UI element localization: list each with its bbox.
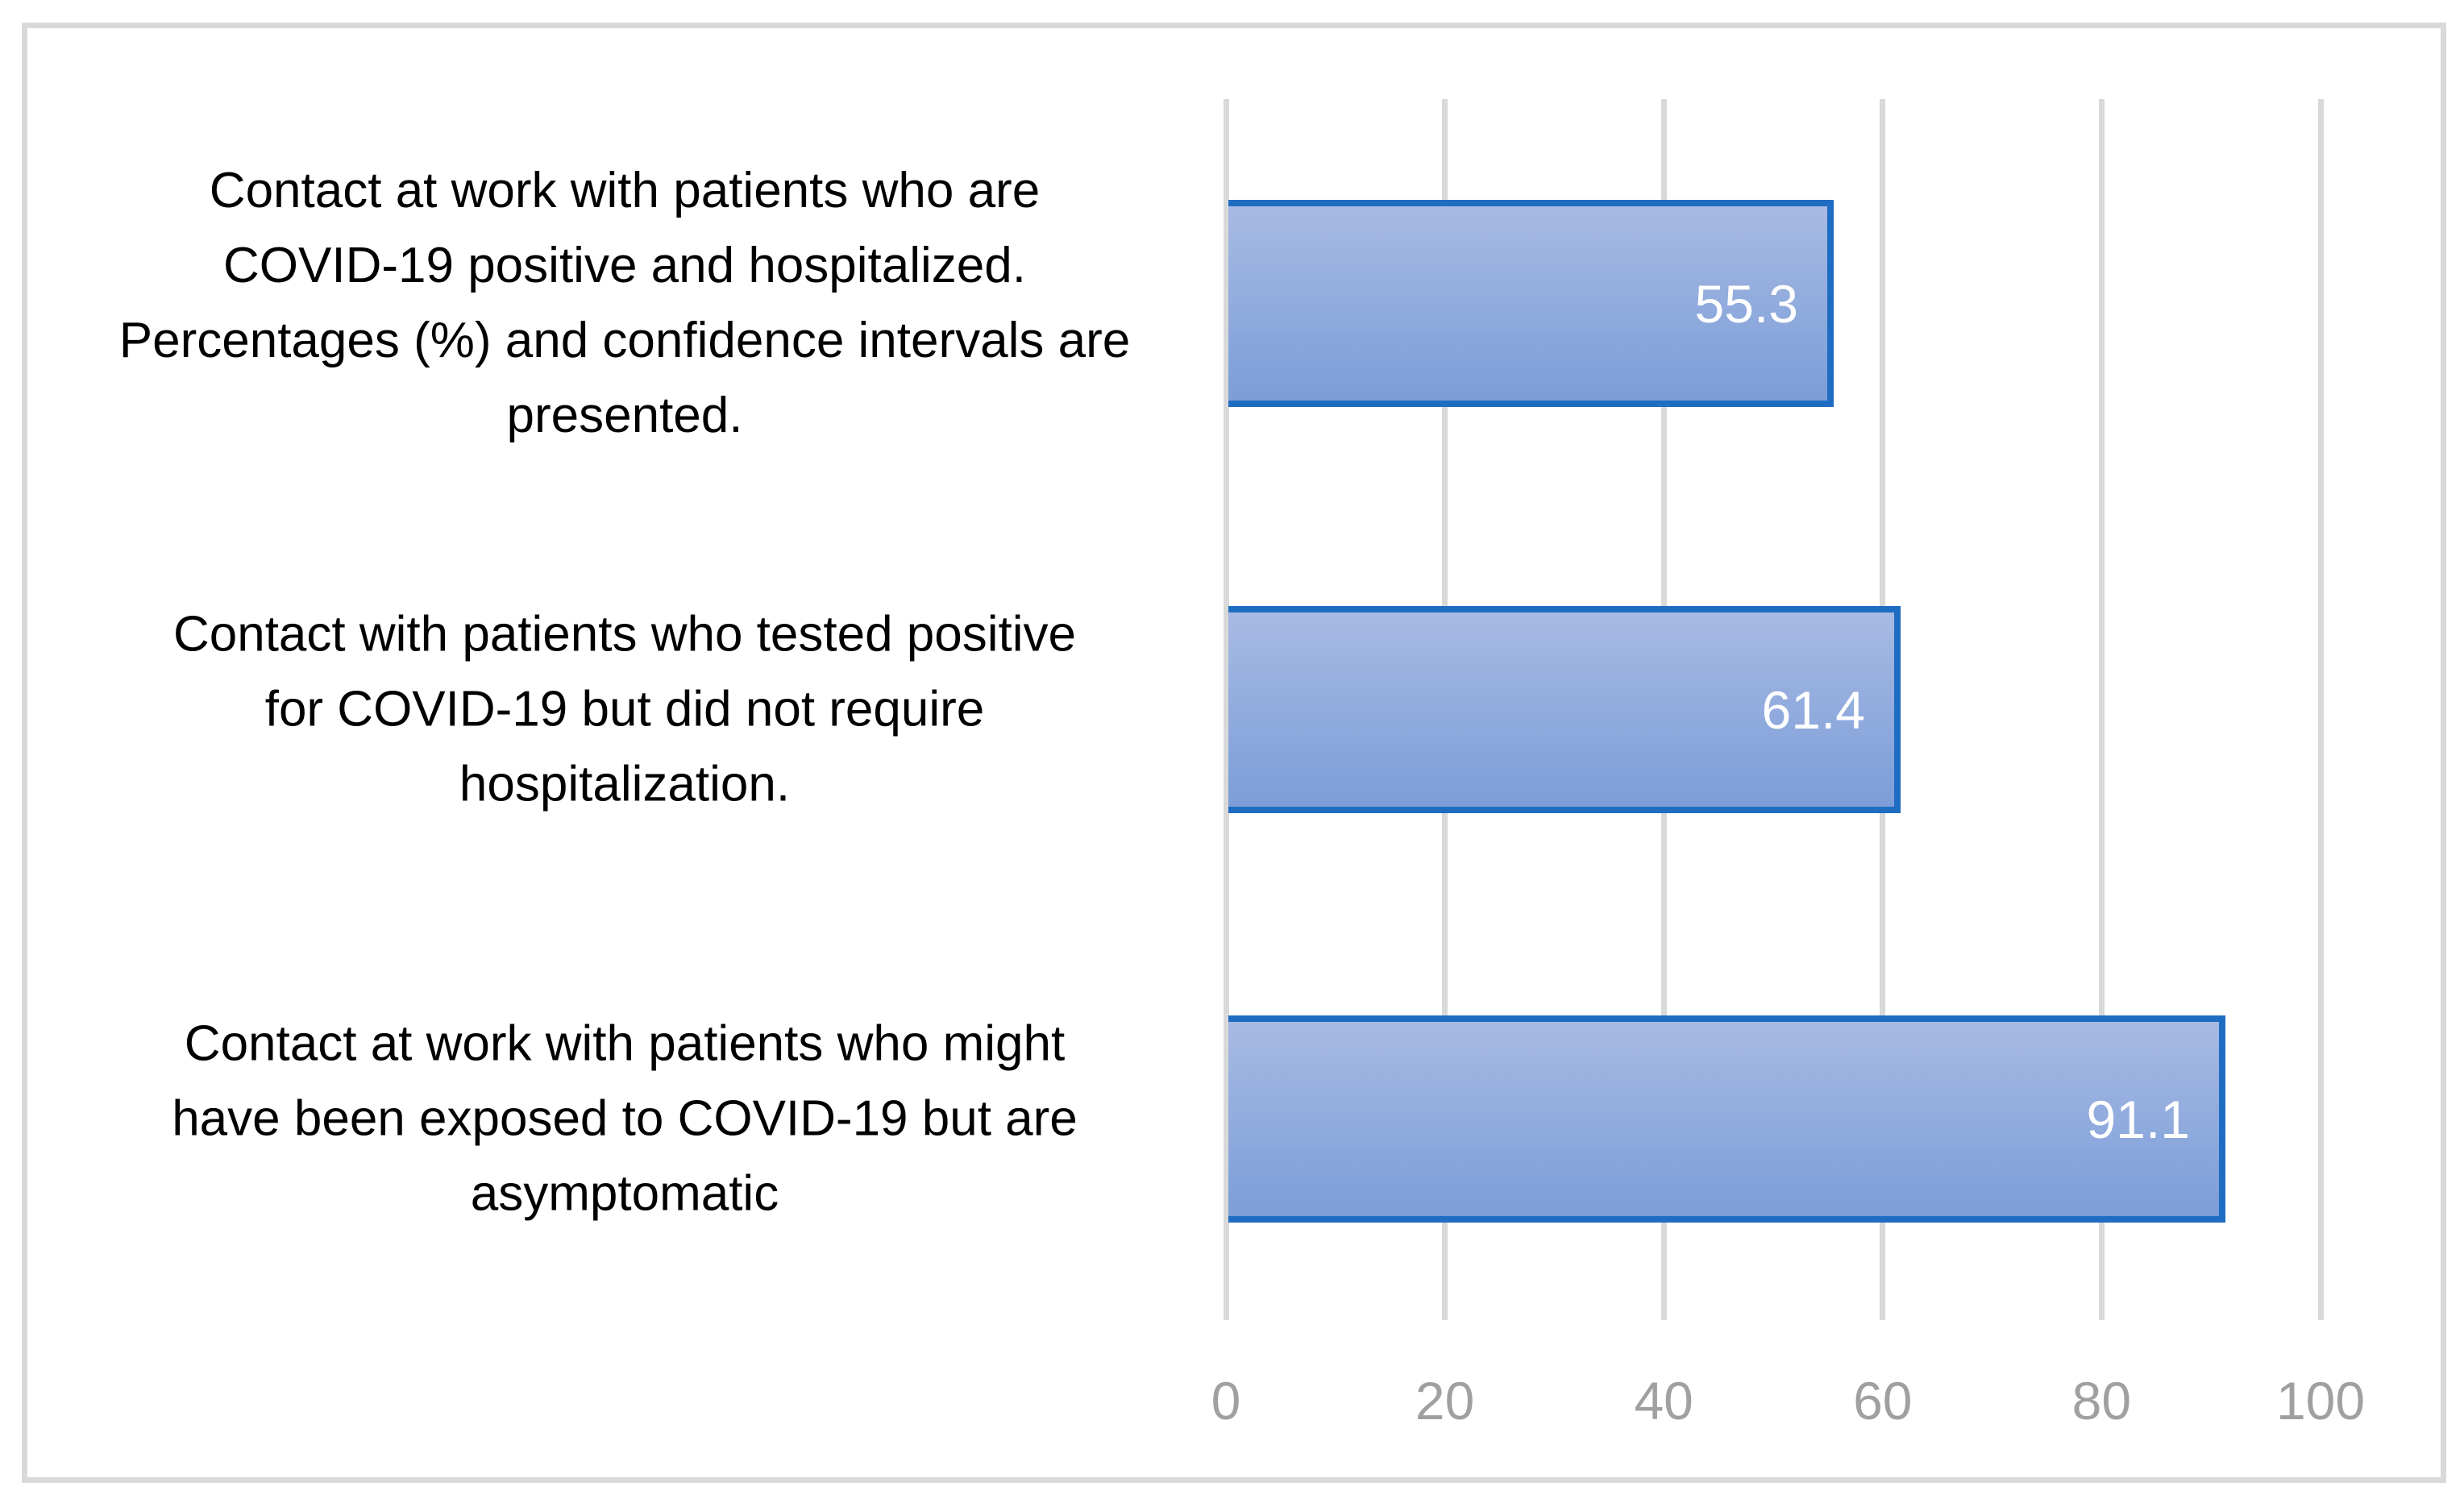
bar-data-label: 55.3 (1694, 273, 1798, 334)
x-axis-ticks: 0 20 40 60 80 100 (0, 1370, 2464, 1435)
category-label-line: Contact at work with patients who might (184, 1015, 1066, 1072)
bar-covid-positive-hospitalized: 55.3 (1228, 200, 1834, 407)
category-label-line: hospitalization. (459, 756, 791, 812)
bar-exposed-asymptomatic: 91.1 (1228, 1015, 2225, 1223)
bar-data-label: 61.4 (1761, 679, 1865, 740)
bar-data-label: 91.1 (2086, 1089, 2190, 1149)
category-label-exposed-asymptomatic: Contact at work with patients who might … (48, 1007, 1201, 1231)
category-label-line: have been exposed to COVID-19 but are (172, 1090, 1078, 1147)
gridline (1223, 99, 1229, 1320)
category-label-line: asymptomatic (470, 1165, 779, 1222)
category-label-line: Contact at work with patients who are (209, 163, 1041, 218)
category-label-line: for COVID-19 but did not require (264, 681, 985, 737)
x-tick-label: 0 (1211, 1371, 1241, 1430)
x-tick-label: 40 (1634, 1371, 1693, 1430)
x-tick-label: 20 (1415, 1371, 1475, 1430)
category-label-line: COVID-19 positive and hospitalized. (223, 238, 1026, 293)
category-label-line: Percentages (%) and confidence intervals… (118, 313, 1131, 368)
category-label-line: Contact with patients who tested positiv… (172, 606, 1077, 662)
category-label-covid-positive-hospitalized: Contact at work with patients who are CO… (48, 153, 1201, 453)
x-tick-label: 100 (2275, 1371, 2366, 1430)
x-tick-label: 80 (2071, 1371, 2132, 1430)
category-label-tested-positive-no-hospitalization: Contact with patients who tested positiv… (48, 597, 1201, 822)
x-tick-label: 60 (1853, 1371, 1913, 1430)
chart-frame-border (22, 23, 2446, 1483)
category-label-line: presented. (506, 388, 743, 443)
gridline (2098, 99, 2105, 1320)
gridline (2317, 99, 2324, 1320)
plot-area: 55.3 61.4 91.1 (1223, 99, 2324, 1320)
bar-tested-positive-no-hospitalization: 61.4 (1228, 606, 1901, 813)
